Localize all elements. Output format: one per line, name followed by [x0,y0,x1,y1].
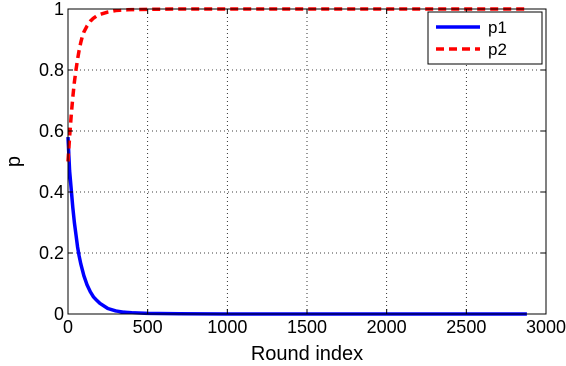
grid [68,9,546,314]
y-tick-label: 0.6 [39,121,64,141]
x-axis-label: Round index [251,343,363,365]
y-tick-label: 0 [54,304,64,324]
axis-ticks [67,8,547,315]
y-tick-label: 0.8 [39,60,64,80]
y-axis-label: p [3,156,25,167]
axis-tick-labels: 0 500 1000 1500 2000 2500 3000 0 0.2 0.4 0.6 0.8 1 [39,0,566,337]
y-tick-label: 1 [54,0,64,19]
x-tick-label: 2000 [367,317,407,337]
y-tick-label: 0.4 [39,182,64,202]
legend-label-p1: p1 [488,18,507,37]
x-tick-label: 2500 [446,317,486,337]
legend-label-p2: p2 [488,40,507,59]
legend-box [427,11,543,65]
x-tick-label: 1000 [207,317,247,337]
x-tick-label: 3000 [526,317,566,337]
x-tick-label: 500 [133,317,163,337]
x-tick-label: 1500 [287,317,327,337]
x-tick-label: 0 [63,317,73,337]
y-tick-label: 0.2 [39,243,64,263]
